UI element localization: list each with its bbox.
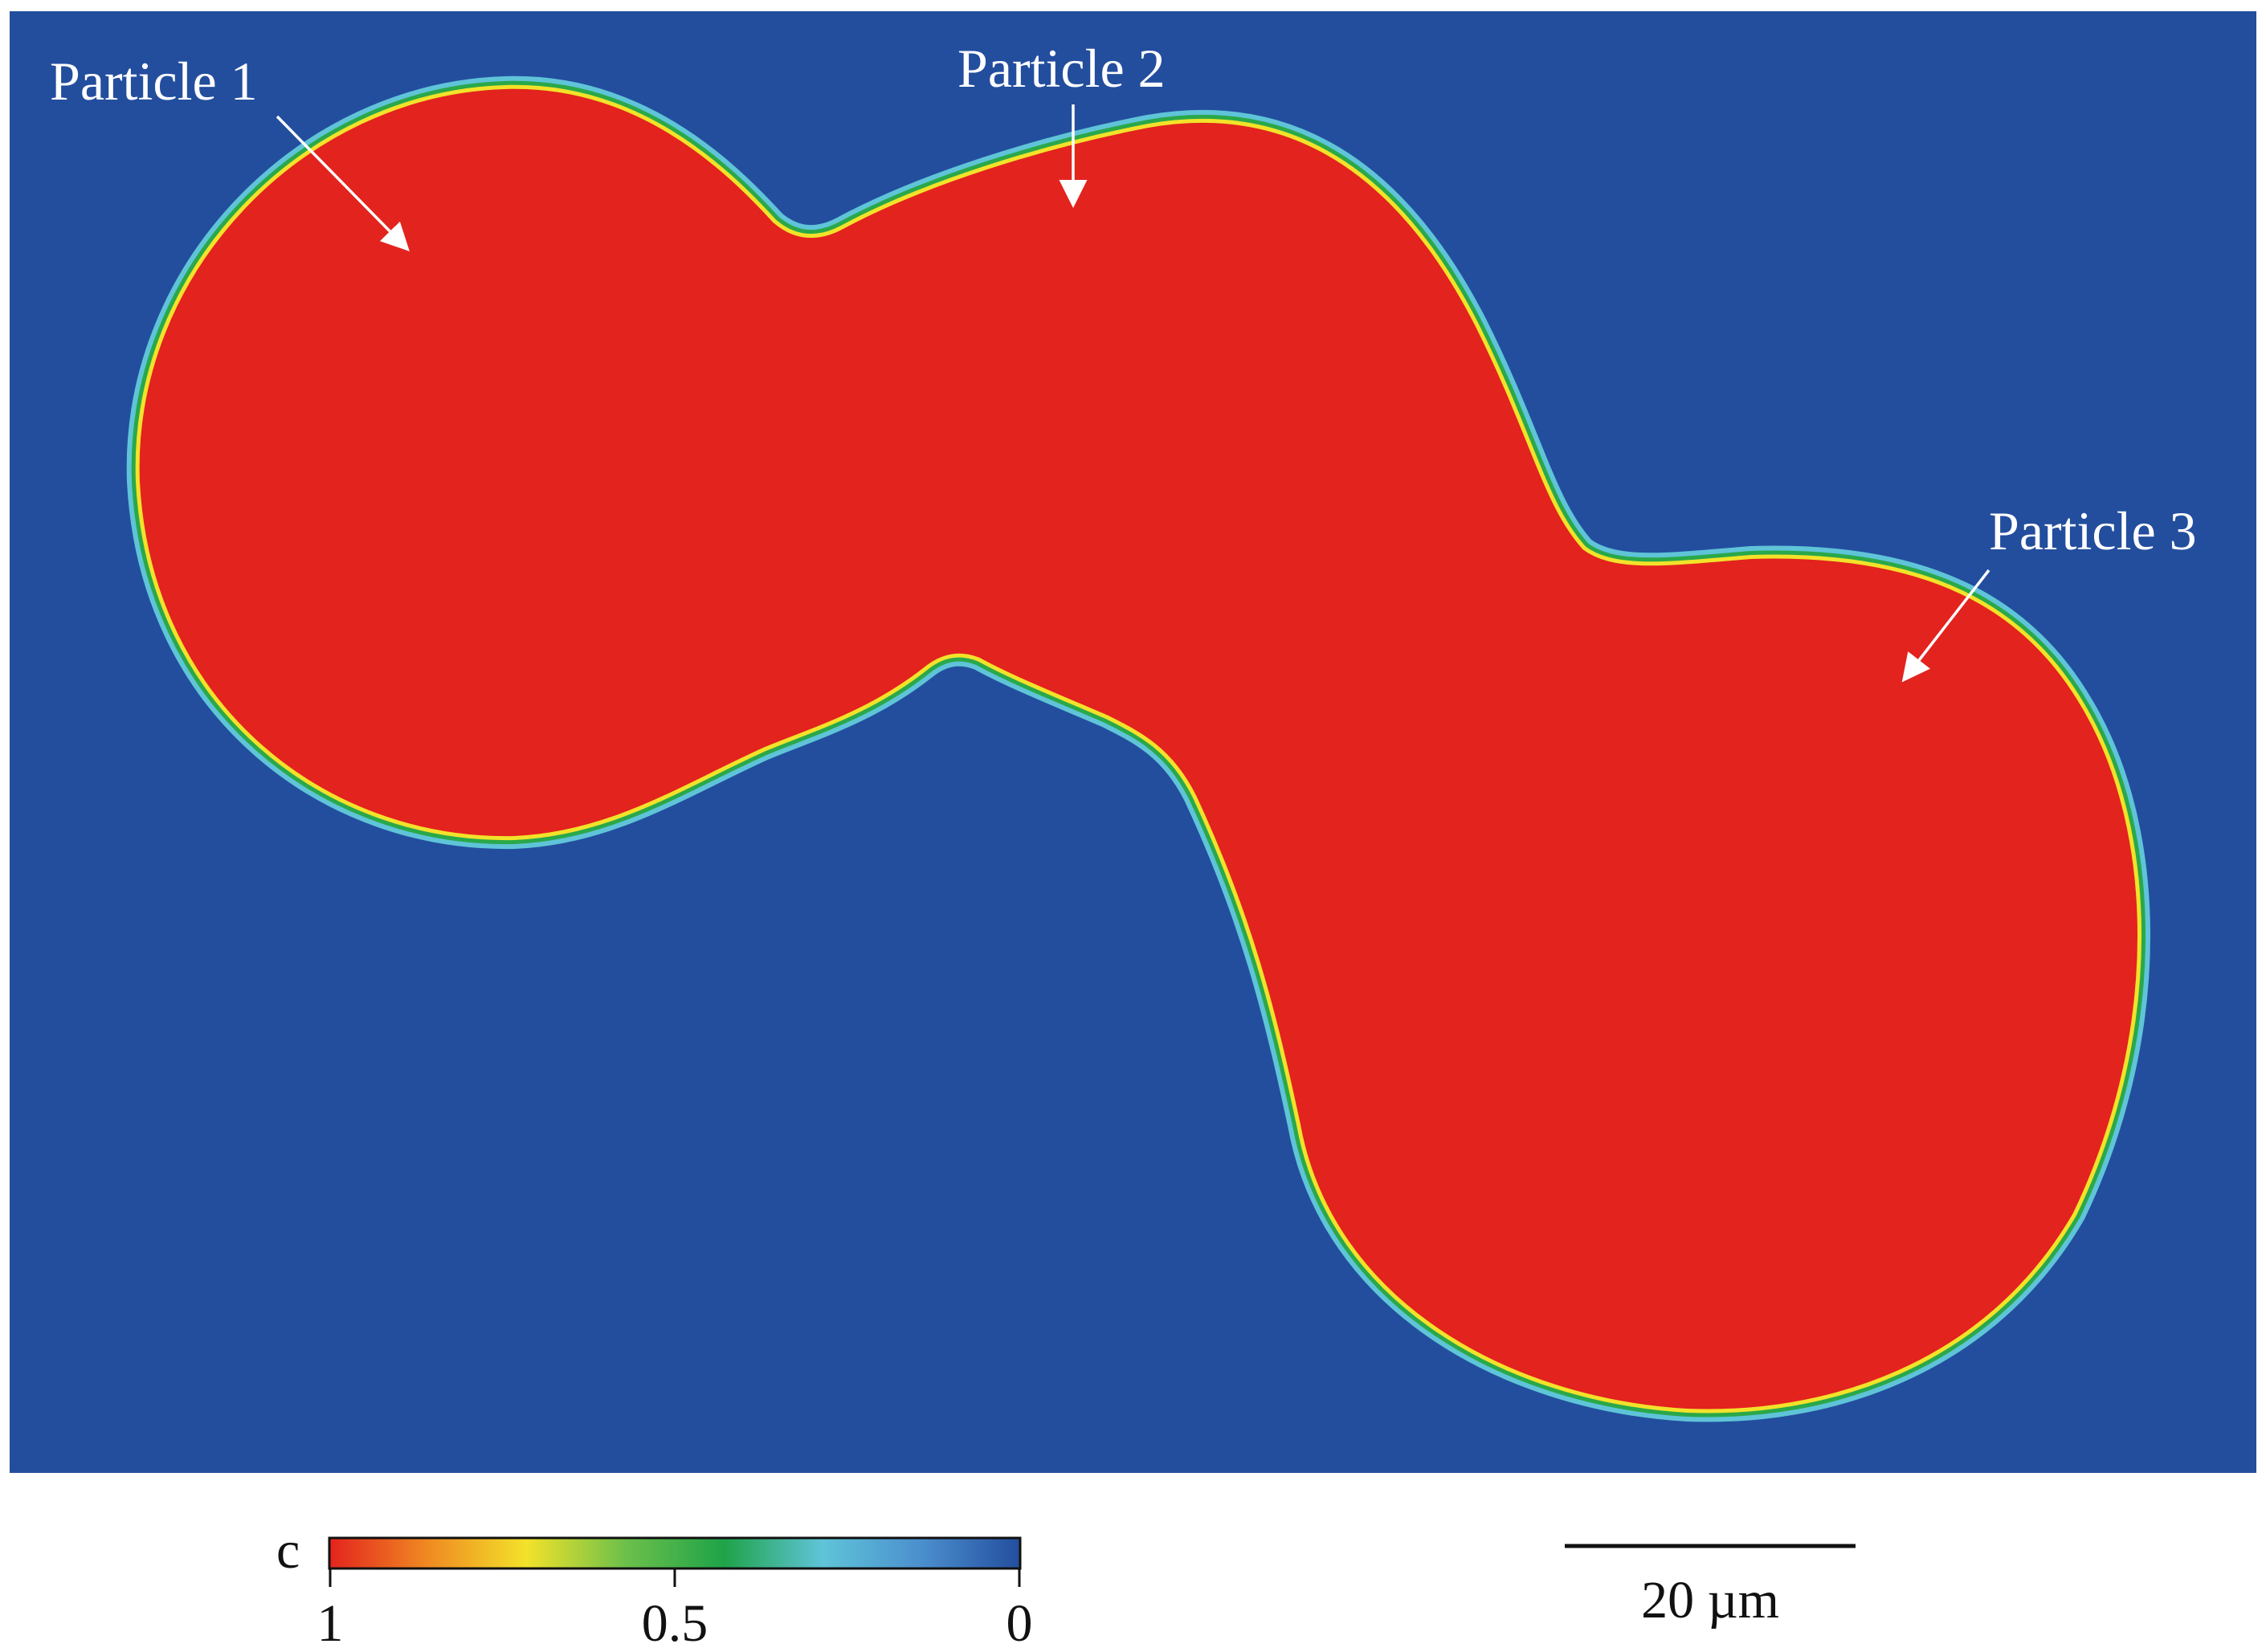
colorbar-gradient [329, 1538, 1020, 1568]
colorbar-tick-label-1: 1 [317, 1594, 344, 1652]
particle-2-annotation: Particle 2 [957, 38, 1166, 208]
scale-bar: 20 µm [1565, 1544, 1856, 1630]
particle-body [139, 88, 2137, 1409]
colorbar-tick-label-0.5: 0.5 [642, 1594, 708, 1652]
particle-3-annotation: Particle 3 [1901, 500, 2197, 683]
colorbar: c 1 0.5 0 [276, 1521, 1033, 1652]
colorbar-variable-label: c [276, 1521, 300, 1580]
particle-3-label: Particle 3 [1989, 500, 2197, 561]
particle-agglomerate [126, 75, 2150, 1422]
particle-3-arrow [1901, 569, 1990, 683]
particle-1-arrow [276, 115, 410, 251]
particle-2-label: Particle 2 [957, 38, 1166, 99]
particle-1-annotation: Particle 1 [50, 51, 410, 251]
particle-1-label: Particle 1 [50, 51, 258, 112]
scale-bar-label: 20 µm [1641, 1571, 1779, 1630]
colorbar-tick-label-0: 0 [1006, 1594, 1033, 1652]
